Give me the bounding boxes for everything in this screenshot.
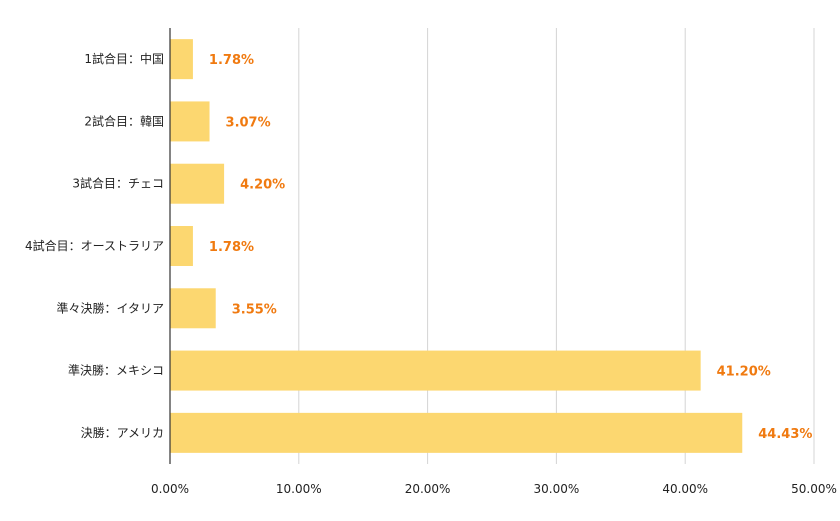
bars: [170, 39, 743, 453]
bar: [170, 288, 216, 329]
bar: [170, 226, 193, 266]
category-label: 決勝：アメリカ: [81, 425, 164, 440]
category-label: 3試合目：チェコ: [72, 176, 164, 191]
x-tick-label: 20.00%: [405, 482, 451, 496]
bar: [170, 163, 225, 204]
category-label: 2試合目：韓国: [84, 113, 164, 128]
value-label: 4.20%: [240, 178, 285, 193]
value-label: 1.78%: [209, 53, 254, 68]
x-tick-label: 0.00%: [151, 482, 189, 496]
category-label: 1試合目：中国: [84, 51, 164, 66]
value-label: 41.20%: [717, 365, 771, 380]
value-labels: 1.78% 3.07% 4.20% 1.78% 3.55% 41.20% 44.43%: [209, 53, 812, 442]
x-tick-labels: 0.00% 10.00% 20.00% 30.00% 40.00% 50.00%: [151, 482, 837, 496]
value-label: 44.43%: [758, 427, 812, 442]
x-tick-label: 30.00%: [534, 482, 580, 496]
bar: [170, 101, 210, 142]
value-label: 3.55%: [232, 302, 277, 317]
x-tick-label: 10.00%: [276, 482, 322, 496]
bar: [170, 412, 743, 453]
value-label: 3.07%: [226, 115, 271, 130]
grid-lines: [298, 28, 815, 464]
x-tick-label: 40.00%: [662, 482, 708, 496]
bar: [170, 350, 701, 391]
category-label: 準々決勝：イタリア: [56, 300, 164, 315]
x-tick-label: 50.00%: [791, 482, 837, 496]
value-label: 1.78%: [209, 240, 254, 255]
category-labels: 1試合目：中国 2試合目：韓国 3試合目：チェコ 4試合目：オーストラリア準々決勝：イ…: [25, 51, 164, 440]
category-label: 4試合目：オーストラリア: [25, 238, 164, 253]
category-label: 準決勝：メキシコ: [68, 363, 164, 378]
bar: [170, 39, 193, 80]
